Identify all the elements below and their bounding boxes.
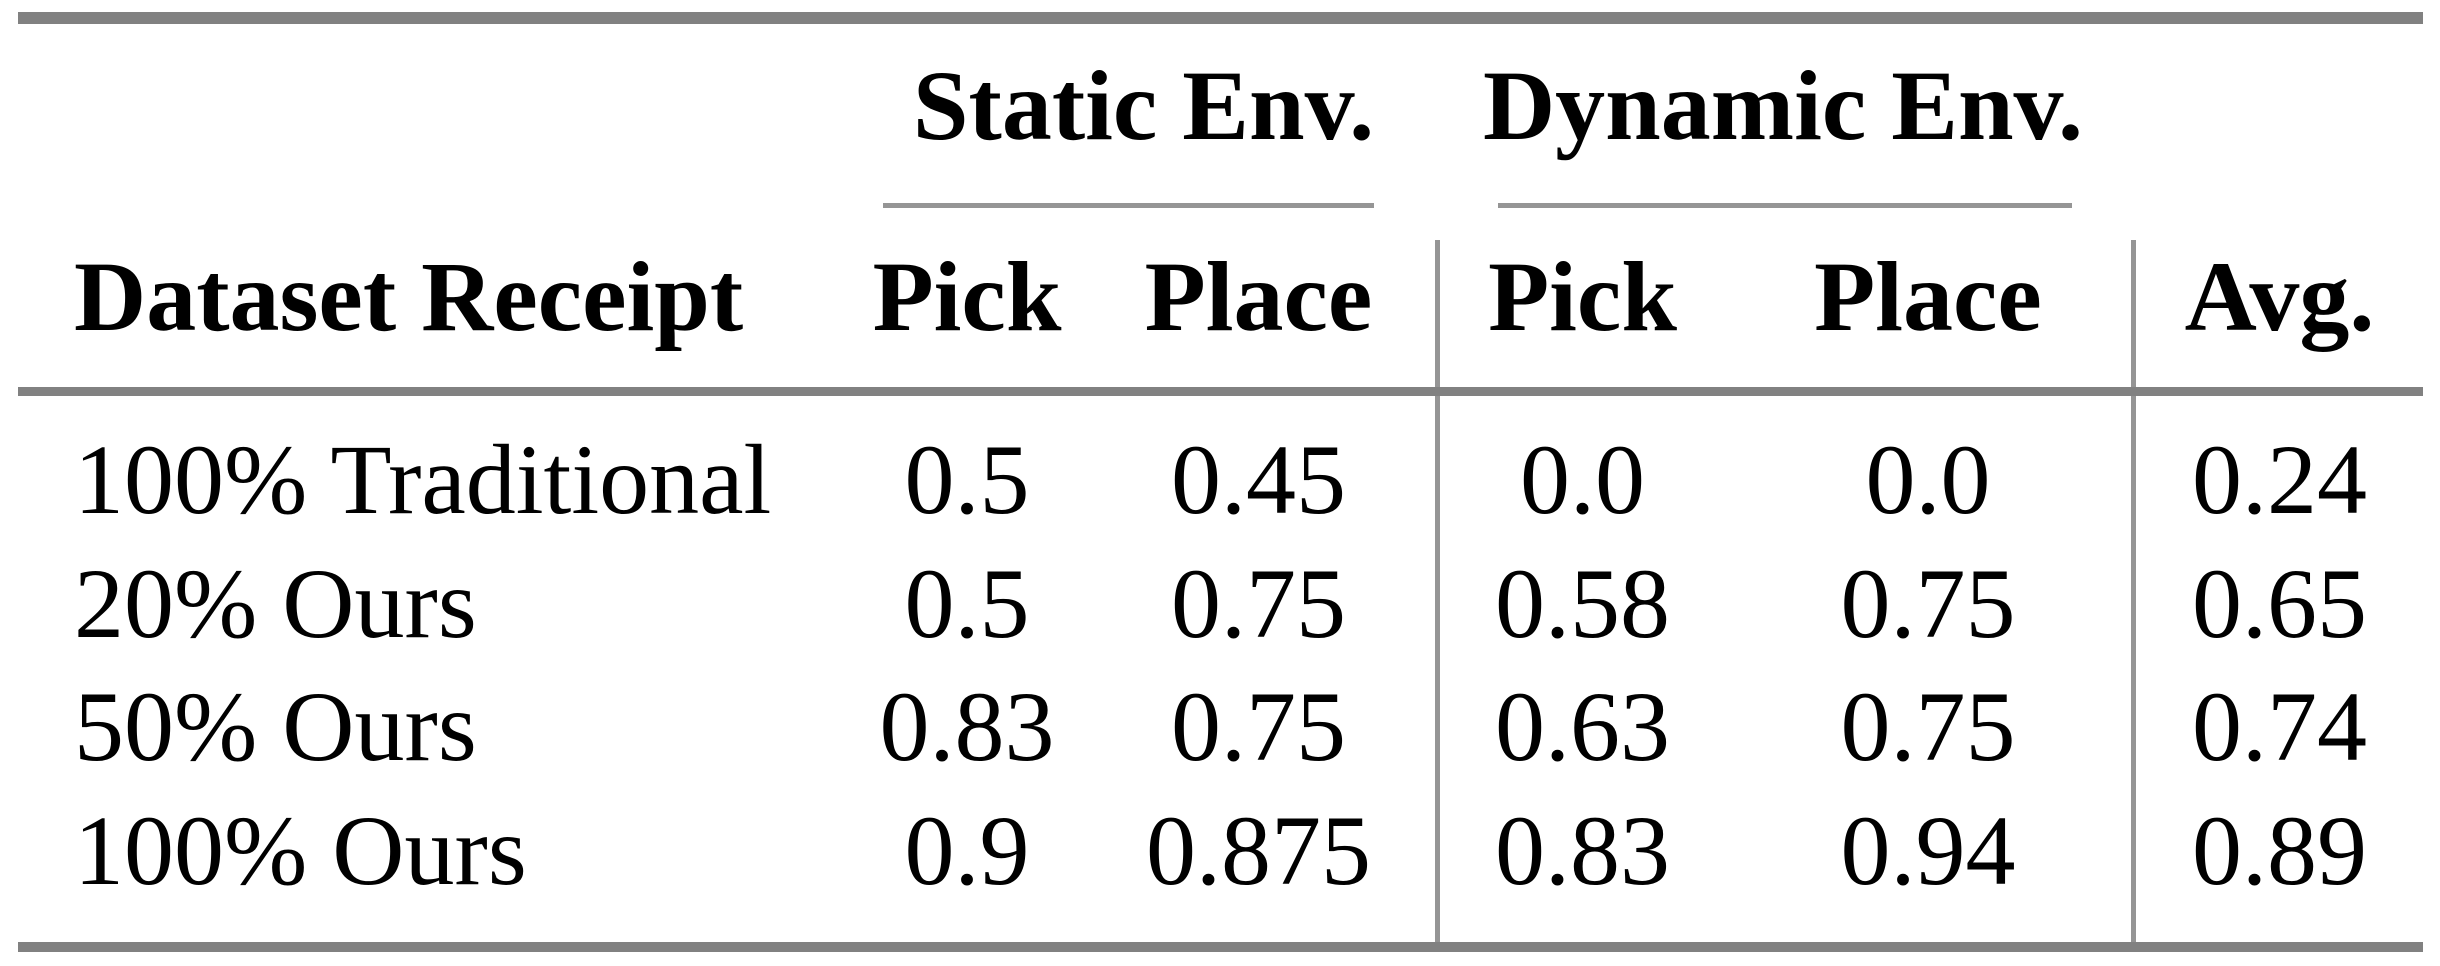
header-dynamic-pick: Pick (1435, 240, 1725, 387)
static-pick-cell: 0.5 (904, 424, 1030, 535)
mid-rule (18, 387, 2423, 396)
row-label-cell: 20% Ours (74, 547, 477, 659)
avg-cell: 0.74 (2131, 665, 2423, 788)
row-label-cell: 100% Ours (74, 795, 527, 906)
column-header-row: Dataset Receipt Pick Place Pick Place Av… (18, 240, 2423, 387)
group-spacer-left (18, 24, 852, 240)
table-row: 50% Ours 0.83 0.75 0.63 0.75 0.74 (18, 665, 2423, 788)
group-header-row: Static Env. Dynamic Env. (18, 24, 2423, 240)
header-avg: Avg. (2131, 240, 2423, 387)
table-row: 20% Ours 0.5 0.75 0.58 0.75 0.65 (18, 542, 2423, 665)
row-label-cell: 100% Traditional (74, 424, 772, 535)
avg-cell: 0.24 (2131, 396, 2423, 542)
row-label-cell: 50% Ours (74, 670, 477, 782)
cmidrule-static (883, 203, 1374, 208)
dynamic-pick-cell: 0.63 (1435, 665, 1725, 788)
column-group-dynamic-env: Dynamic Env. (1435, 24, 2131, 240)
column-group-static-env: Static Env. (852, 24, 1435, 240)
header-static-place: Place (1144, 240, 1373, 352)
dynamic-pick-cell: 0.0 (1435, 396, 1725, 542)
table-body: 100% Traditional 0.5 0.45 0.0 0.0 0.24 2… (18, 396, 2423, 942)
static-place-cell: 0.75 (1171, 670, 1346, 782)
static-place-cell: 0.45 (1171, 424, 1346, 535)
dynamic-place-cell: 0.75 (1840, 670, 2016, 782)
results-table: Static Env. Dynamic Env. Dataset Receipt… (18, 12, 2423, 952)
top-rule (18, 12, 2423, 24)
dynamic-pick-cell: 0.58 (1435, 542, 1725, 665)
header-dynamic-place: Place (1814, 240, 2042, 352)
static-place-cell: 0.875 (1146, 795, 1371, 906)
avg-cell: 0.65 (2131, 542, 2423, 665)
static-pick-cell: 0.5 (904, 547, 1030, 659)
header-static-pick: Pick (872, 240, 1062, 352)
group-title-dynamic-env: Dynamic Env. (1482, 50, 2084, 161)
cmidrule-dynamic (1498, 203, 2072, 208)
dynamic-place-cell: 0.75 (1840, 547, 2016, 659)
dynamic-pick-cell: 0.83 (1435, 788, 1725, 942)
bottom-rule (18, 942, 2423, 952)
static-pick-cell: 0.83 (879, 670, 1055, 782)
table-row: 100% Traditional 0.5 0.45 0.0 0.0 0.24 (18, 396, 2423, 542)
group-spacer-right (2131, 24, 2423, 240)
header-row-label: Dataset Receipt (74, 240, 744, 352)
dynamic-place-cell: 0.0 (1865, 424, 1991, 535)
static-pick-cell: 0.9 (904, 795, 1030, 906)
group-title-static-env: Static Env. (912, 50, 1375, 161)
static-place-cell: 0.75 (1171, 547, 1346, 659)
avg-cell: 0.89 (2131, 788, 2423, 942)
table-row: 100% Ours 0.9 0.875 0.83 0.94 0.89 (18, 788, 2423, 942)
dynamic-place-cell: 0.94 (1840, 795, 2016, 906)
